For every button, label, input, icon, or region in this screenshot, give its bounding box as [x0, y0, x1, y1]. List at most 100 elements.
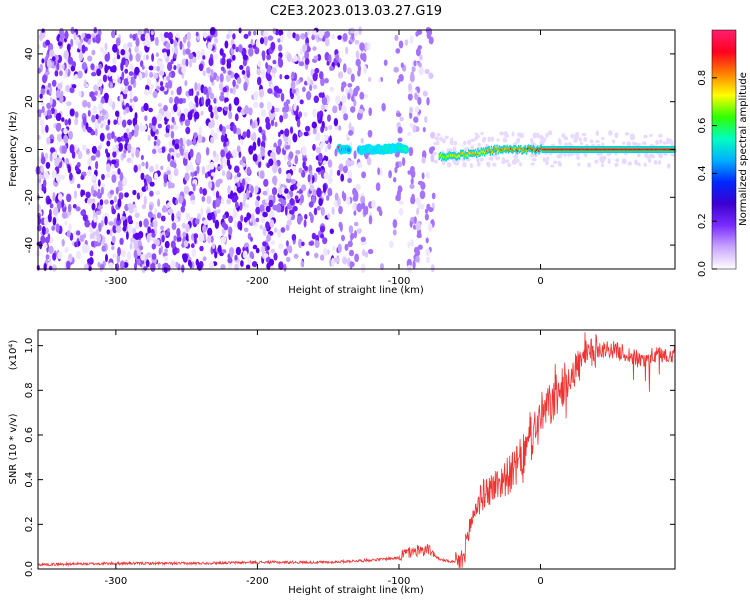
spectrogram-cell	[348, 249, 355, 257]
track-band	[508, 148, 511, 151]
spectrogram-cell	[143, 266, 148, 271]
spectrogram-cell	[232, 86, 236, 95]
spectrogram-cell	[167, 31, 173, 41]
spectrogram-cell	[284, 74, 290, 80]
spectrogram-cell	[436, 133, 441, 137]
track-band	[507, 149, 510, 152]
spectrogram-cell	[327, 159, 333, 168]
spectrogram-cell	[226, 170, 231, 180]
spectrogram-cell	[208, 57, 214, 66]
spectrogram-cell	[238, 44, 243, 53]
spectrogram-cell	[175, 199, 179, 205]
spectrogram-cell	[614, 162, 619, 167]
spectrogram-cell	[356, 228, 362, 234]
spectrogram-cell	[153, 140, 157, 147]
spectrogram-cell	[182, 36, 187, 44]
track-band	[551, 148, 554, 151]
spectrogram-cell	[474, 132, 479, 136]
spectrogram-cell	[228, 215, 234, 224]
spectrogram-cell	[425, 248, 431, 256]
spectrogram-cell	[190, 243, 195, 249]
spectrogram-cell	[422, 127, 426, 133]
spectrogram-cell	[153, 65, 157, 71]
spectrogram-cell	[270, 119, 275, 127]
snr-ylabel: SNR (10 * v/v)	[8, 413, 19, 484]
spectrogram-cell	[117, 168, 121, 175]
spectrogram-cell	[105, 124, 110, 131]
spectrogram-cell	[59, 70, 63, 77]
spectrogram-cell	[232, 43, 236, 50]
spectrogram-cell	[273, 227, 278, 233]
spectrogram-cell	[363, 93, 368, 99]
spectrogram-cell	[52, 216, 57, 226]
spectrogram-cell	[189, 148, 194, 158]
track-band	[481, 151, 483, 154]
track-band	[625, 148, 627, 151]
spectrogram-cell	[115, 110, 120, 117]
spectrogram-cell	[306, 91, 312, 101]
spectrogram-cell	[322, 247, 328, 257]
spectrogram-cell	[174, 143, 180, 150]
track-band	[464, 153, 466, 156]
spectrogram-cell	[375, 182, 381, 192]
spectrogram-cell	[100, 97, 106, 104]
spectrogram-cell	[376, 206, 382, 212]
spectrogram-cell	[254, 199, 259, 208]
spectrogram-cell	[235, 127, 241, 135]
spectrogram-cell	[422, 90, 428, 97]
spectrogram-cell	[248, 30, 252, 37]
spectrogram-cell	[116, 54, 121, 60]
y-tick-label: 0.2	[24, 516, 35, 532]
spectrogram-cell	[321, 97, 328, 105]
spectrogram-cell	[209, 27, 216, 36]
spectrogram-cell	[202, 70, 206, 77]
colorbar-tick-label: 0.6	[697, 118, 708, 134]
spectrogram-cell	[190, 200, 196, 205]
spectrogram-cell	[279, 129, 284, 135]
spectrogram-cell	[225, 124, 231, 130]
spectrogram-cell	[221, 170, 226, 177]
spectrogram-cell	[100, 219, 104, 228]
spectrogram-cell	[68, 253, 73, 263]
spectrogram-cell	[350, 73, 355, 83]
track-band	[654, 148, 657, 151]
spectrogram-cell	[533, 153, 538, 158]
spectrogram-cell	[300, 260, 304, 268]
spectrogram-cell	[324, 37, 330, 47]
track-band	[653, 148, 656, 151]
spectrogram-cell	[54, 70, 59, 77]
spectrogram-cell	[143, 218, 149, 228]
track-band	[649, 148, 651, 151]
track-band	[659, 148, 661, 151]
spectrogram-cell	[621, 158, 627, 165]
spectrogram-cell	[415, 255, 420, 263]
spectrogram-cell	[173, 235, 177, 242]
track-band	[505, 148, 507, 151]
spectrogram-cell	[51, 169, 57, 179]
track-band	[644, 148, 647, 151]
spectrogram-cell	[286, 173, 292, 180]
colorbar-ticks: 0.00.20.40.60.8	[697, 70, 717, 277]
spectrogram-cell	[136, 192, 141, 200]
spectrogram-cell	[649, 134, 653, 137]
spectrogram-cell	[160, 215, 166, 222]
spectrogram-cell	[417, 96, 422, 106]
spectrogram-cell	[74, 74, 79, 80]
x-tick-label: 0	[537, 576, 543, 587]
spectrogram-cell	[68, 118, 71, 126]
spectrogram-cell	[595, 139, 600, 144]
spectrogram-cell	[368, 215, 373, 225]
track-band	[563, 148, 565, 151]
spectrogram-cell	[123, 221, 128, 228]
track-band	[515, 148, 517, 151]
spectrogram-cell	[196, 50, 201, 60]
spectrogram-cell	[52, 206, 59, 216]
spectrogram-cell	[117, 180, 124, 188]
spectrogram-cell	[132, 33, 137, 41]
spectrogram-cell	[318, 152, 323, 162]
spectrogram-cell	[45, 124, 49, 133]
spectrogram-cell	[208, 104, 213, 113]
spectrogram-cell	[158, 247, 162, 255]
spectrogram-cell	[46, 59, 52, 69]
spectrogram-cell	[254, 185, 259, 194]
